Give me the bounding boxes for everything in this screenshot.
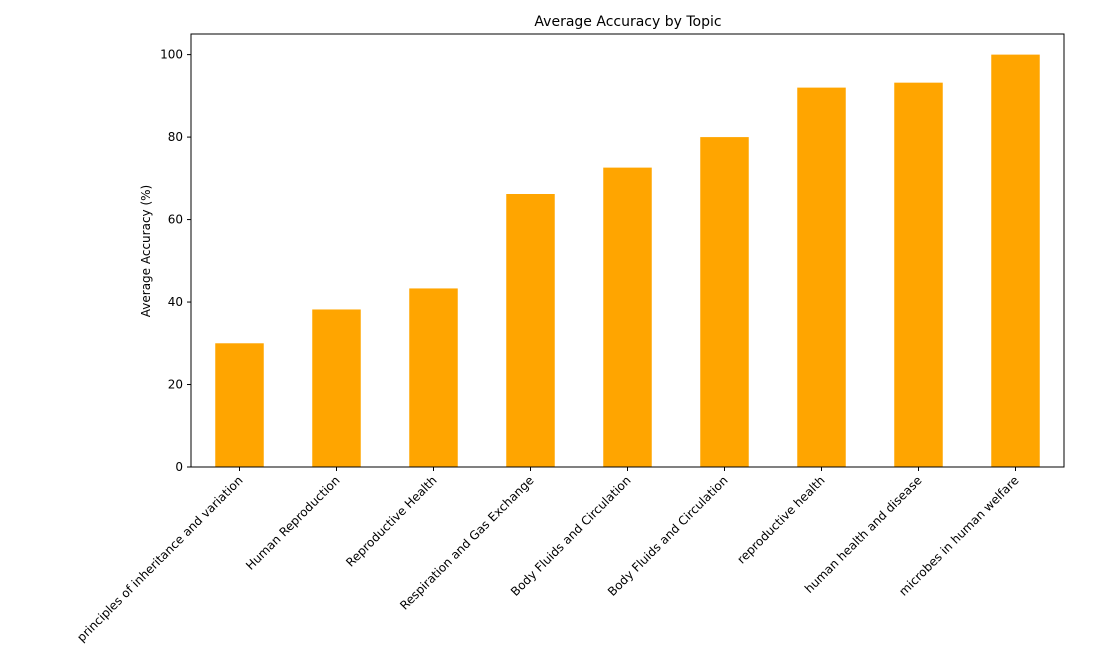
bar-2 bbox=[409, 288, 458, 467]
y-axis-label: Average Accuracy (%) bbox=[139, 185, 153, 317]
bar-8 bbox=[991, 54, 1040, 467]
bar-6 bbox=[797, 87, 846, 467]
y-tick-label-1: 20 bbox=[168, 378, 183, 392]
bar-0 bbox=[215, 343, 264, 467]
bar-3 bbox=[506, 194, 555, 467]
y-tick-label-4: 80 bbox=[168, 130, 183, 144]
y-tick-label-5: 100 bbox=[160, 48, 183, 62]
y-tick-label-3: 60 bbox=[168, 213, 183, 227]
chart-title: Average Accuracy by Topic bbox=[534, 14, 721, 30]
plot-frame bbox=[190, 33, 1065, 468]
y-ticks-group: 0 20 40 60 80 100 bbox=[160, 48, 191, 474]
y-tick-label-2: 40 bbox=[168, 295, 183, 309]
bar-5 bbox=[700, 137, 749, 467]
bar-1 bbox=[312, 309, 361, 467]
bars-group bbox=[215, 54, 1040, 467]
bar-4 bbox=[603, 167, 652, 467]
bar-7 bbox=[894, 82, 943, 467]
y-tick-label-0: 0 bbox=[175, 460, 183, 474]
